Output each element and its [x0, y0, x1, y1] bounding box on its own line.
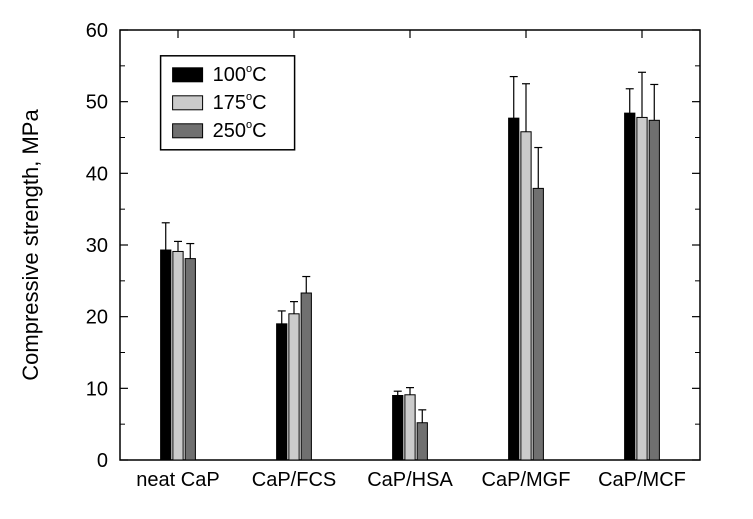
xtick-label: neat CaP	[136, 469, 219, 491]
xtick-label: CaP/MGF	[482, 469, 571, 491]
bar	[521, 132, 531, 460]
ytick-label: 0	[97, 450, 108, 472]
ytick-label: 40	[86, 163, 108, 185]
xtick-label: CaP/MCF	[598, 469, 686, 491]
bar	[301, 293, 311, 460]
bar	[637, 117, 647, 460]
ytick-label: 20	[86, 307, 108, 329]
legend-swatch	[173, 96, 203, 110]
bar	[161, 250, 171, 460]
legend-label: 100oC	[213, 63, 267, 86]
bar	[289, 314, 299, 460]
bar-chart: 0 10 20 30 40 50 60 Compressive strength, MPa ne…	[0, 0, 753, 519]
legend-label: 175oC	[213, 91, 267, 114]
xtick-label: CaP/FCS	[252, 469, 336, 491]
bar	[405, 395, 415, 460]
bar	[533, 188, 543, 460]
ytick-label: 50	[86, 92, 108, 114]
chart-container: 0 10 20 30 40 50 60 Compressive strength, MPa ne…	[0, 0, 753, 519]
ytick-label: 10	[86, 378, 108, 400]
ytick-label: 30	[86, 235, 108, 257]
bar	[625, 113, 635, 460]
bar	[277, 324, 287, 460]
legend-label: 250oC	[213, 119, 267, 142]
legend-swatch	[173, 124, 203, 138]
legend-swatch	[173, 68, 203, 82]
ytick-label: 60	[86, 20, 108, 42]
bar	[417, 423, 427, 460]
bar	[393, 396, 403, 461]
xtick-label: CaP/HSA	[367, 469, 453, 491]
y-axis-label: Compressive strength, MPa	[18, 109, 43, 381]
bar	[173, 251, 183, 460]
bar	[509, 118, 519, 460]
bar	[185, 259, 195, 460]
bar	[649, 120, 659, 460]
